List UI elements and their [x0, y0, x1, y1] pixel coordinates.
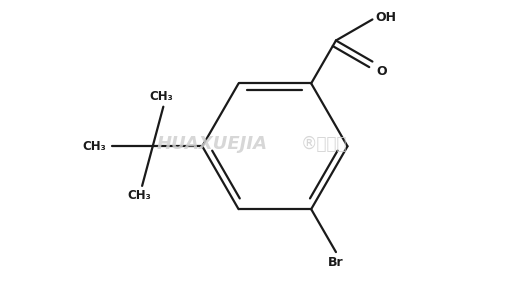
Text: Br: Br [328, 256, 344, 269]
Text: CH₃: CH₃ [83, 140, 106, 153]
Text: CH₃: CH₃ [149, 90, 173, 103]
Text: ®化学加: ®化学加 [301, 135, 347, 153]
Text: OH: OH [376, 11, 397, 24]
Text: O: O [377, 65, 387, 78]
Text: HUAXUEJIA: HUAXUEJIA [157, 135, 268, 153]
Text: CH₃: CH₃ [128, 189, 152, 202]
